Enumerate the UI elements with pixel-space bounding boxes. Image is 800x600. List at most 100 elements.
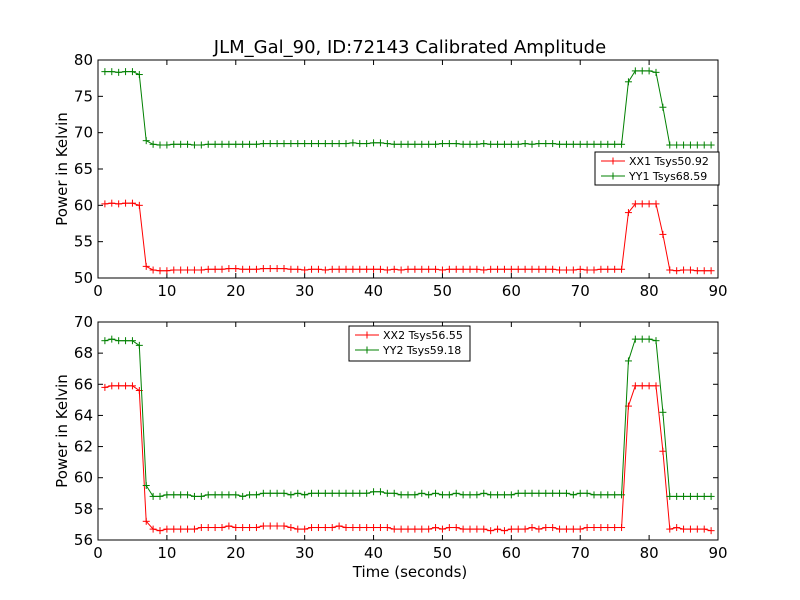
data-point	[590, 524, 598, 532]
data-point	[418, 140, 426, 148]
data-point	[170, 140, 178, 148]
data-point	[666, 525, 674, 533]
data-point	[308, 140, 316, 148]
data-point	[432, 524, 440, 532]
data-point	[438, 491, 446, 499]
legend-label: XX2 Tsys56.55	[383, 329, 463, 342]
data-point	[204, 491, 212, 499]
data-point	[383, 489, 391, 497]
data-point	[693, 525, 701, 533]
data-point	[404, 265, 412, 273]
data-point	[115, 337, 123, 345]
data-point	[308, 524, 316, 532]
data-point	[252, 524, 260, 532]
data-point	[521, 265, 529, 273]
data-point	[101, 337, 109, 345]
data-point	[184, 266, 192, 274]
data-point	[122, 68, 130, 76]
data-point	[707, 492, 715, 500]
data-point	[514, 525, 522, 533]
data-point	[328, 265, 336, 273]
data-point	[356, 489, 364, 497]
y-tick-label: 64	[74, 406, 93, 424]
data-point	[556, 140, 564, 148]
data-point	[438, 140, 446, 148]
data-point	[163, 491, 171, 499]
data-point	[259, 522, 267, 530]
data-point	[459, 491, 467, 499]
data-point	[418, 489, 426, 497]
data-point	[266, 265, 274, 273]
data-point	[301, 140, 309, 148]
data-point	[342, 140, 350, 148]
data-point	[122, 199, 130, 207]
data-point	[149, 492, 157, 500]
data-point	[549, 524, 557, 532]
data-point	[128, 337, 136, 345]
data-point	[549, 265, 557, 273]
data-point	[452, 140, 460, 148]
data-point	[397, 491, 405, 499]
data-point	[356, 140, 364, 148]
data-point	[562, 525, 570, 533]
y-tick-label: 68	[74, 344, 93, 362]
data-point	[273, 140, 281, 148]
data-point	[618, 491, 626, 499]
data-point	[700, 267, 708, 275]
data-point	[604, 140, 612, 148]
legend: XX1 Tsys50.92 YY1 Tsys68.59	[594, 151, 720, 186]
data-point	[197, 266, 205, 274]
data-point	[294, 525, 302, 533]
data-point	[680, 525, 688, 533]
data-point	[480, 266, 488, 274]
data-point	[556, 266, 564, 274]
data-point	[487, 140, 495, 148]
data-point	[480, 140, 488, 148]
data-point	[411, 265, 419, 273]
data-point	[301, 525, 309, 533]
data-point	[184, 525, 192, 533]
data-point	[163, 141, 171, 149]
data-point	[356, 265, 364, 273]
data-point	[693, 141, 701, 149]
x-tick-label: 80	[640, 544, 659, 562]
data-point	[101, 383, 109, 391]
data-point	[122, 337, 130, 345]
legend-label: XX1 Tsys50.92	[629, 155, 709, 168]
data-point	[631, 200, 639, 208]
data-point	[370, 488, 378, 496]
data-point	[280, 489, 288, 497]
data-point	[390, 140, 398, 148]
data-point	[122, 382, 130, 390]
data-point	[569, 525, 577, 533]
data-point	[273, 265, 281, 273]
data-point	[459, 525, 467, 533]
data-point	[190, 492, 198, 500]
data-point	[680, 492, 688, 500]
data-point	[184, 491, 192, 499]
x-tick-label: 0	[93, 544, 103, 562]
x-tick-label: 60	[502, 544, 521, 562]
data-point	[246, 265, 254, 273]
data-point	[425, 491, 433, 499]
data-point	[542, 140, 550, 148]
data-point	[190, 525, 198, 533]
data-point	[197, 492, 205, 500]
data-point	[638, 382, 646, 390]
data-point	[252, 140, 260, 148]
data-point	[686, 141, 694, 149]
data-point	[507, 491, 515, 499]
data-point	[673, 492, 681, 500]
data-point	[521, 489, 529, 497]
data-point	[521, 140, 529, 148]
data-point	[246, 524, 254, 532]
x-tick-label: 40	[364, 544, 383, 562]
data-point	[624, 209, 632, 217]
data-point	[549, 140, 557, 148]
y-tick-label: 66	[74, 375, 93, 393]
data-point	[301, 491, 309, 499]
data-point	[342, 265, 350, 273]
data-point	[411, 140, 419, 148]
data-point	[190, 141, 198, 149]
data-point	[542, 489, 550, 497]
